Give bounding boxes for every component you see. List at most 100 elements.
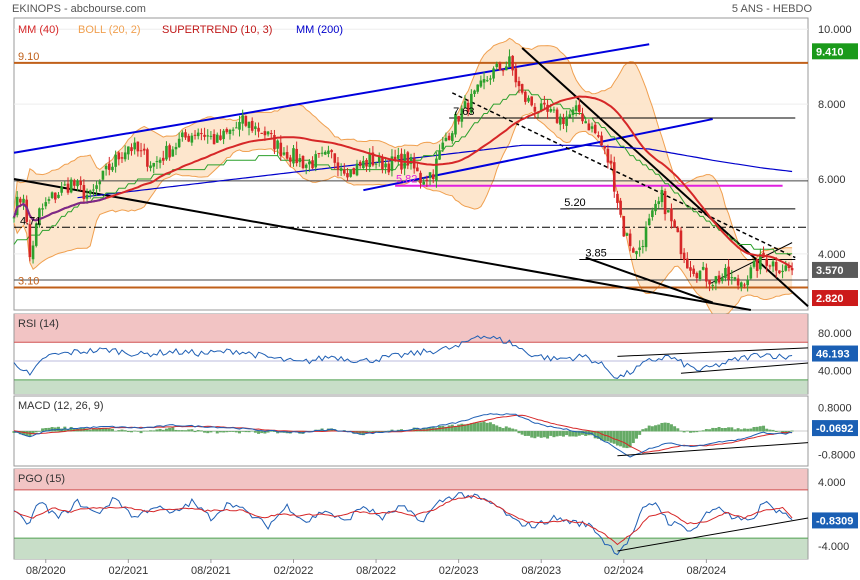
candle-body bbox=[460, 108, 464, 122]
macd-hist-bar bbox=[272, 431, 276, 432]
candle-body bbox=[479, 80, 483, 87]
macd-hist-bar bbox=[120, 429, 124, 432]
macd-hist-bar bbox=[380, 431, 384, 433]
candle-body bbox=[355, 163, 359, 176]
pgo-plot bbox=[13, 469, 809, 559]
macd-hist-bar bbox=[225, 431, 229, 433]
candle-body bbox=[689, 267, 692, 271]
candle-body bbox=[736, 278, 740, 286]
candle-body bbox=[543, 102, 546, 105]
macd-hist-bar bbox=[727, 427, 731, 432]
macd-hist-bar bbox=[152, 430, 156, 432]
candle-body bbox=[47, 199, 51, 201]
candle-body bbox=[476, 84, 479, 92]
candle-body bbox=[317, 153, 321, 155]
pgo-title: PGO (15) bbox=[18, 473, 65, 485]
candle-body bbox=[625, 233, 629, 236]
candle-body bbox=[330, 150, 333, 153]
macd-hist-bar bbox=[571, 431, 575, 437]
macd-hist-bar bbox=[434, 427, 438, 432]
macd-hist-bar bbox=[511, 428, 515, 432]
macd-hist-bar bbox=[765, 428, 769, 432]
level-label-3: 5.20 bbox=[564, 197, 585, 209]
macd-hist-bar bbox=[762, 425, 766, 432]
candle-body bbox=[787, 266, 791, 269]
candle-body bbox=[19, 198, 22, 203]
candle-body bbox=[590, 126, 594, 129]
macd-hist-bar bbox=[447, 425, 451, 432]
candle-body bbox=[393, 156, 397, 161]
macd-hist-bar bbox=[555, 431, 559, 437]
candle-body bbox=[746, 279, 749, 286]
macd-hist-bar bbox=[155, 429, 159, 432]
price-badge-2-label: 2.820 bbox=[816, 293, 844, 305]
macd-hist-bar bbox=[711, 427, 715, 432]
candle-body bbox=[565, 116, 568, 126]
macd-hist-bar bbox=[650, 426, 654, 432]
price-y-tick-2: 6.000 bbox=[818, 174, 846, 186]
price-y-tick-1: 8.000 bbox=[818, 99, 846, 111]
pgo-panel[interactable]: PGO (15) bbox=[13, 468, 809, 560]
candle-body bbox=[578, 104, 581, 112]
candle-body bbox=[600, 135, 603, 146]
candle-body bbox=[165, 145, 168, 160]
macd-hist-bar bbox=[266, 431, 270, 433]
macd-hist-bar bbox=[98, 427, 102, 432]
legend-mm200: MM (200) bbox=[296, 24, 343, 36]
macd-hist-bar bbox=[733, 429, 737, 432]
candle-body bbox=[139, 150, 143, 152]
macd-hist-bar bbox=[641, 429, 645, 432]
x-tick-label-8: 08/2024 bbox=[686, 565, 726, 577]
level-label-1: 7.63 bbox=[453, 106, 474, 118]
macd-hist-bar bbox=[231, 431, 235, 432]
macd-hist-bar bbox=[415, 427, 419, 432]
candle-body bbox=[92, 189, 95, 191]
candle-body bbox=[435, 158, 438, 181]
price-badge-0-label: 9.410 bbox=[816, 46, 844, 58]
candle-body bbox=[95, 185, 98, 189]
candle-body bbox=[358, 161, 362, 167]
macd-hist-bar bbox=[441, 425, 445, 432]
candle-body bbox=[263, 131, 267, 136]
macd-hist-bar bbox=[66, 429, 70, 432]
price-panel[interactable]: 9.10 7.63 5.82 5.20 4.71 3.85 3.10 MM (40) BOL… bbox=[12, 17, 809, 320]
macd-hist-bar bbox=[107, 428, 111, 432]
macd-hist-bar bbox=[237, 431, 241, 434]
candle-body bbox=[12, 217, 16, 219]
macd-hist-bar bbox=[196, 430, 200, 432]
candle-body bbox=[346, 173, 349, 178]
candle-body bbox=[107, 163, 111, 170]
x-tick-label-6: 08/2023 bbox=[521, 565, 561, 577]
macd-hist-bar bbox=[37, 431, 41, 432]
macd-hist-bar bbox=[269, 431, 273, 432]
candle-body bbox=[412, 158, 416, 169]
macd-hist-bar bbox=[95, 428, 99, 432]
macd-hist-bar bbox=[361, 431, 365, 436]
macd-hist-bar bbox=[41, 428, 45, 432]
macd-hist-bar bbox=[460, 423, 464, 432]
rsi-panel[interactable]: RSI (14) bbox=[13, 313, 809, 395]
macd-hist-bar bbox=[247, 431, 251, 433]
macd-hist-bar bbox=[565, 431, 569, 436]
candle-body bbox=[606, 148, 610, 163]
candle-body bbox=[705, 267, 708, 282]
macd-panel[interactable]: MACD (12, 26, 9) bbox=[12, 395, 809, 467]
macd-hist-bar bbox=[126, 431, 130, 433]
candle-body bbox=[308, 161, 311, 165]
macd-hist-bar bbox=[530, 431, 534, 438]
macd-hist-bar bbox=[358, 431, 362, 435]
macd-hist-bar bbox=[215, 431, 219, 434]
price-badge-0: 9.410 bbox=[812, 43, 858, 60]
price-badge-2: 2.820 bbox=[812, 290, 858, 307]
x-tick-label-5: 02/2023 bbox=[439, 565, 479, 577]
macd-hist-bar bbox=[117, 430, 121, 432]
candle-body bbox=[466, 102, 470, 112]
candle-body bbox=[82, 185, 86, 200]
candle-body bbox=[85, 194, 89, 199]
candle-body bbox=[66, 183, 70, 193]
candle-body bbox=[15, 196, 19, 216]
zone-1 bbox=[14, 538, 808, 559]
macd-hist-bar bbox=[133, 430, 137, 432]
candle-body bbox=[612, 162, 616, 192]
